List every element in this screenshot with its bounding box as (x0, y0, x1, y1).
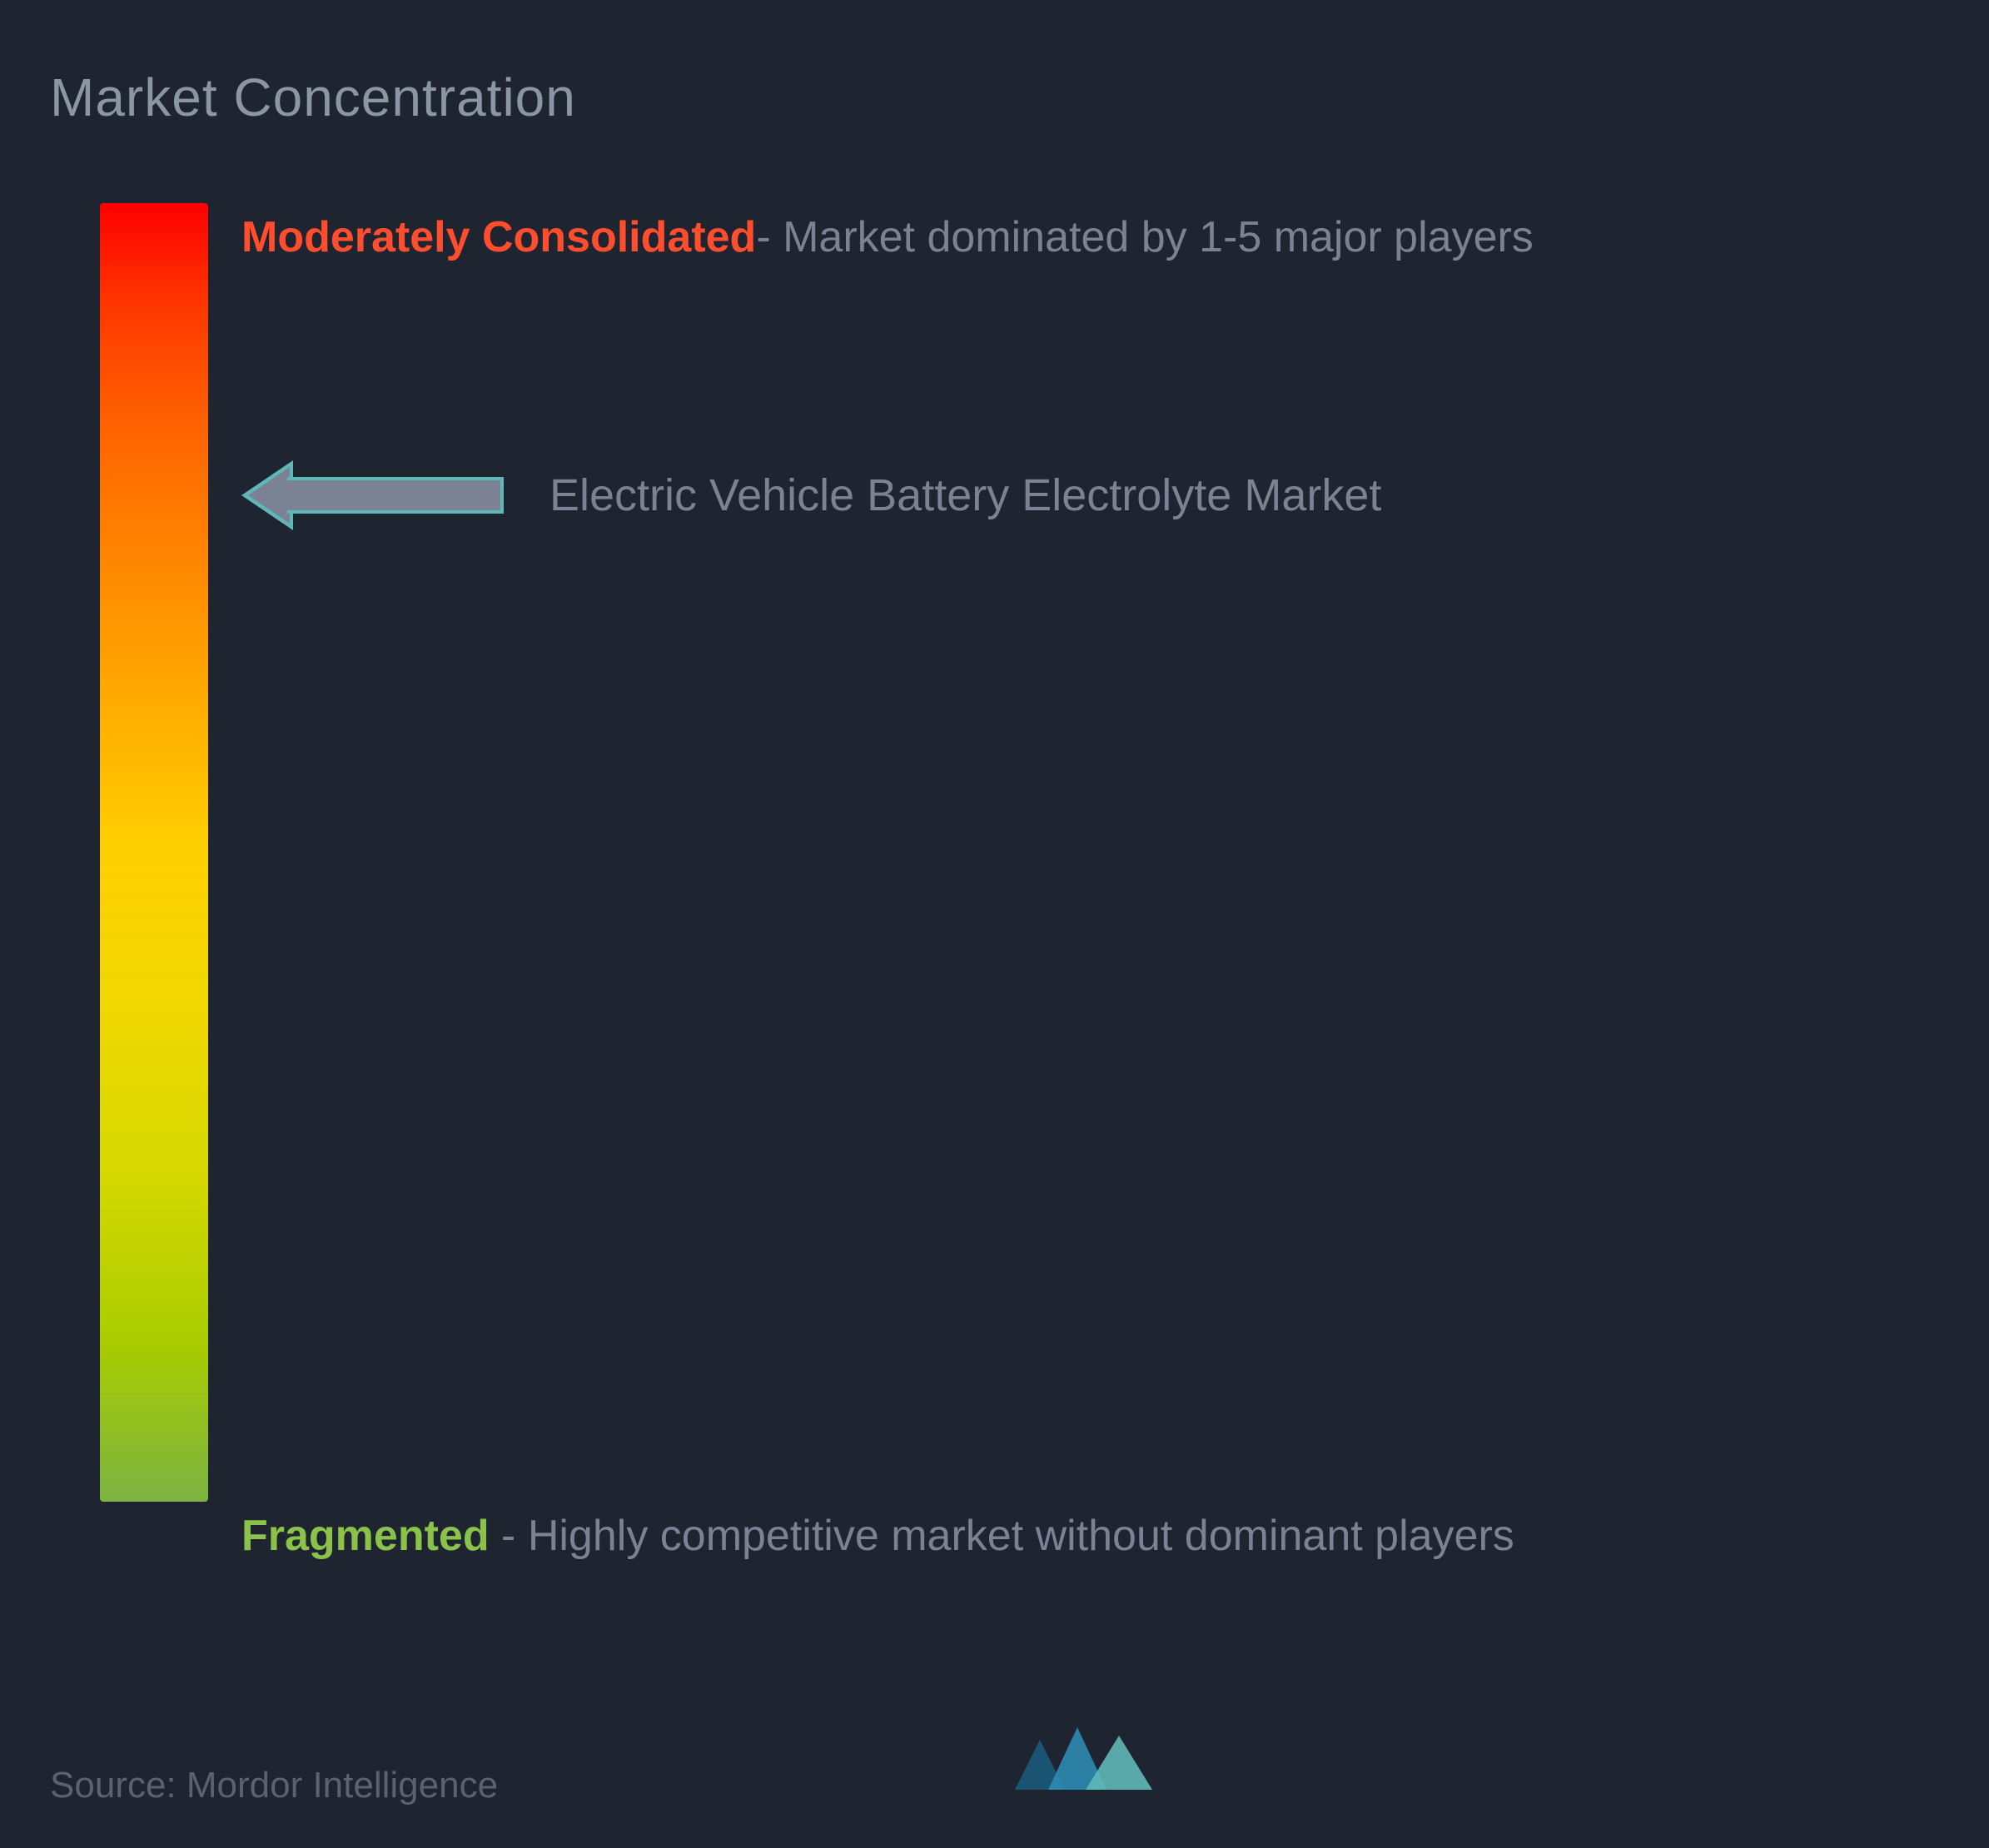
source-attribution: Source: Mordor Intelligence (50, 1765, 498, 1806)
market-concentration-chart: Market Concentration Moderately Consolid… (0, 0, 1989, 1848)
concentration-gradient-bar (100, 203, 208, 1502)
mordor-logo-icon (1007, 1715, 1173, 1798)
arrow-icon (241, 470, 508, 520)
fragmented-description: Highly competitive market without domina… (528, 1512, 1514, 1560)
consolidated-separator: - (756, 213, 783, 261)
consolidated-label: Moderately Consolidated- Market dominate… (241, 203, 1906, 272)
labels-container: Moderately Consolidated- Market dominate… (241, 203, 1939, 1618)
market-position-marker: Electric Vehicle Battery Electrolyte Mar… (241, 469, 1381, 521)
fragmented-separator: - (490, 1512, 528, 1560)
consolidated-description: Market dominated by 1-5 major players (783, 213, 1534, 261)
chart-content: Moderately Consolidated- Market dominate… (50, 203, 1939, 1618)
consolidated-title: Moderately Consolidated (241, 213, 756, 261)
chart-title: Market Concentration (50, 67, 1939, 128)
market-name-label: Electric Vehicle Battery Electrolyte Mar… (549, 469, 1381, 521)
fragmented-title: Fragmented (241, 1512, 490, 1560)
fragmented-label: Fragmented - Highly competitive market w… (241, 1502, 1906, 1571)
